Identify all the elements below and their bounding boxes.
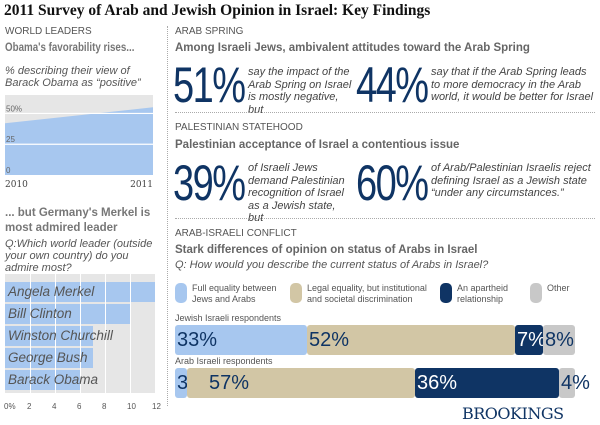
leader-bar-chart: 0% 2 4 6 8 10 12 Angela Merkel Bill Clinton Winst…	[0, 274, 165, 414]
bar-label: Bill Clinton	[8, 306, 72, 321]
row-label: Arab Israeli respondents	[175, 356, 273, 366]
arab-spring-headline: Among Israeli Jews, ambivalent attitudes…	[175, 42, 530, 54]
x-tick-label: 10	[127, 402, 136, 411]
legend-item: Other	[530, 283, 590, 303]
stacked-row: 33% 52% 7% 8%	[175, 325, 575, 355]
gridline	[30, 274, 31, 393]
x-tick-label: 4	[52, 402, 57, 411]
y-tick-label: 0	[6, 166, 11, 175]
obama-area-chart: 0 25 50% 2010 2011	[5, 95, 153, 190]
obama-area	[5, 107, 153, 175]
bar-label: George Bush	[8, 350, 88, 365]
row-label: Jewish Israeli respondents	[175, 313, 282, 323]
divider	[175, 112, 595, 113]
gridline	[155, 274, 156, 393]
bar-barack-obama	[5, 370, 80, 390]
legend-item: Full equality between Jews and Arabs	[175, 283, 285, 305]
obama-headline: Obama's favorability rises...	[5, 42, 135, 54]
stat-51-text: say the impact of the Arab Spring on Isr…	[248, 66, 352, 116]
stat-60-text: of Arab/Palestinian Israelis reject defi…	[431, 162, 591, 199]
bar-bill-clinton	[5, 304, 130, 324]
legend-label: An apartheid relationship	[457, 283, 509, 304]
section-statehood: PALESTINIAN STATEHOOD	[175, 122, 303, 133]
bar-george-bush	[5, 348, 93, 368]
bar-label: Winston Churchill	[8, 328, 113, 343]
merkel-headline: ... but Germany's Merkel is most admired…	[5, 207, 151, 234]
segment-apartheid: 7%	[515, 325, 546, 355]
conflict-question: Q: How would you describe the current st…	[175, 259, 489, 271]
stat-44: 44%	[356, 57, 429, 113]
stat-39: 39%	[173, 155, 246, 211]
stacked-row: 3%57%36%4%	[175, 368, 590, 398]
segment-full-equality: 3%	[175, 368, 206, 398]
gridline	[55, 274, 56, 393]
y-tick-label: 50%	[6, 104, 22, 113]
legend-swatch	[530, 283, 542, 303]
gridline	[80, 274, 81, 393]
segment-legal-equality: 57%	[187, 368, 415, 398]
gridline	[130, 274, 131, 393]
x-tick-label: 2	[27, 402, 32, 411]
legend-item: An apartheid relationship	[440, 283, 525, 305]
legend-swatch	[440, 283, 452, 303]
bar-label: Angela Merkel	[8, 284, 95, 299]
gridline	[105, 274, 106, 393]
segment-other: 4%	[559, 368, 590, 398]
merkel-question: Q:Which world leader (outside your own c…	[5, 238, 153, 274]
x-tick-label: 6	[77, 402, 82, 411]
divider	[175, 218, 595, 219]
legend-label: Full equality between Jews and Arabs	[192, 283, 277, 304]
section-conflict: ARAB-ISRAELI CONFLICT	[175, 228, 297, 239]
x-tick-label: 2011	[130, 180, 153, 190]
stat-39-text: of Israeli Jews demand Palestinian recog…	[248, 162, 345, 224]
stat-51: 51%	[173, 57, 246, 113]
bar-label: Barack Obama	[8, 372, 99, 387]
stat-60: 60%	[356, 155, 429, 211]
segment-full-equality: 33%	[175, 325, 307, 355]
legend-item: Legal equality, but institutional and so…	[290, 283, 435, 305]
page-title: 2011 Survey of Arab and Jewish Opinion i…	[4, 2, 431, 19]
bar-winston-churchill	[5, 326, 93, 346]
conflict-stacked-chart: Jewish Israeli respondents 33% 52% 7% 8% Arab…	[175, 313, 595, 403]
section-arab-spring: ARAB SPRING	[175, 26, 244, 37]
x-tick-label: 0%	[4, 402, 16, 411]
statehood-headline: Palestinian acceptance of Israel a conte…	[175, 139, 460, 151]
column-divider	[167, 26, 168, 406]
segment-apartheid: 36%	[415, 368, 559, 398]
x-tick-label: 2010	[5, 180, 28, 190]
legend-label: Legal equality, but institutional and so…	[307, 283, 427, 304]
conflict-legend: Full equality between Jews and Arabs Lega…	[175, 283, 595, 307]
segment-legal-equality: 52%	[307, 325, 515, 355]
legend-label: Other	[547, 283, 570, 293]
x-tick-label: 12	[152, 402, 161, 411]
x-tick-label: 8	[102, 402, 107, 411]
legend-swatch	[175, 283, 187, 303]
legend-swatch	[290, 283, 302, 303]
stat-44-text: say that if the Arab Spring leads to mor…	[431, 66, 594, 103]
obama-subtitle: % describing their view of Barack Obama …	[5, 65, 141, 89]
brookings-logo: BROOKINGS	[462, 404, 564, 423]
section-world-leaders: WORLD LEADERS	[5, 26, 92, 37]
conflict-headline: Stark differences of opinion on status o…	[175, 244, 478, 256]
y-tick-label: 25	[6, 135, 15, 144]
segment-other: 8%	[543, 325, 575, 355]
